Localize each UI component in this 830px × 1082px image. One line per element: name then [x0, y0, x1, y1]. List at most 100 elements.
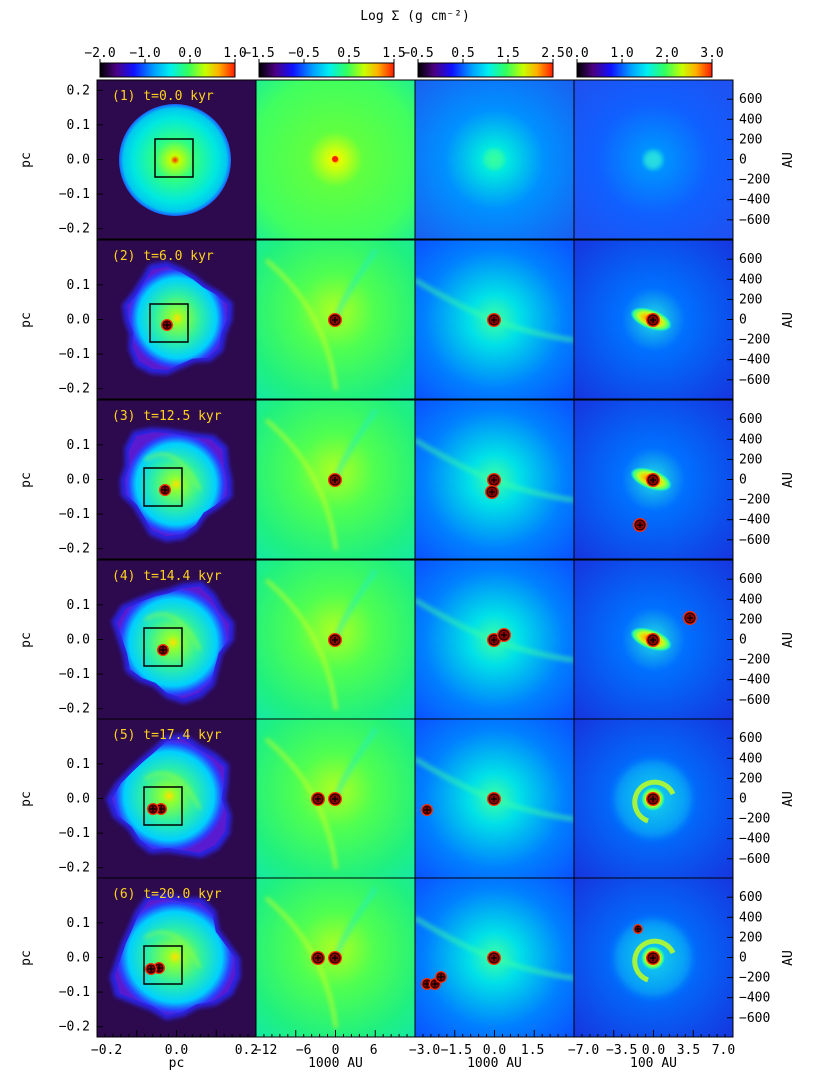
bottom-tick-label: 7.0: [712, 1043, 735, 1058]
au-axis-label: AU: [781, 312, 796, 328]
sink-marker: [315, 796, 321, 802]
pc-tick-label: 0.1: [67, 757, 90, 772]
panel-zoom1-row-3: [256, 400, 415, 559]
bottom-tick-label: 0.0: [483, 1043, 506, 1058]
pc-tick-label: −0.1: [59, 826, 90, 841]
au-tick-label: 400: [739, 910, 762, 925]
au-axis-label: AU: [781, 472, 796, 488]
pc-tick-label: −0.2: [59, 861, 90, 876]
bottom-axis-label: 1000 AU: [308, 1056, 363, 1071]
panel-zoom1-row-4: [256, 560, 415, 719]
sink-marker: [332, 637, 338, 643]
bottom-tick-label: 0.0: [642, 1043, 665, 1058]
pc-tick-label: −0.2: [59, 702, 90, 717]
au-tick-label: −200: [739, 971, 770, 986]
pc-tick-label: 0.1: [67, 916, 90, 931]
zoom-box: [143, 786, 183, 826]
bottom-tick-label: −6: [296, 1043, 312, 1058]
pc-tick-label: −0.1: [59, 347, 90, 362]
colorbar-tick-label: 1.0: [610, 46, 633, 61]
colorbar-tick-label: 1.5: [496, 46, 519, 61]
pc-tick-label: 0.1: [67, 438, 90, 453]
panel-zoom3-row-6: [574, 878, 733, 1037]
au-tick-label: 600: [739, 92, 762, 107]
sink-marker: [160, 647, 166, 653]
sink-marker: [491, 637, 497, 643]
cloud-body: [111, 739, 227, 853]
au-tick-label: −200: [739, 173, 770, 188]
sink-marker: [438, 974, 444, 980]
bottom-tick-label: 0.2: [235, 1043, 258, 1058]
pc-tick-label: 0.0: [67, 951, 90, 966]
pc-tick-label: 0.0: [67, 633, 90, 648]
sink-marker: [332, 796, 338, 802]
au-tick-label: −600: [739, 852, 770, 867]
bottom-tick-label: −1.5: [441, 1043, 472, 1058]
au-axis-label: AU: [781, 152, 796, 168]
au-tick-label: 400: [739, 592, 762, 607]
colorbar-tick-label: 0.5: [451, 46, 474, 61]
filament: [264, 578, 338, 711]
zoom-box: [143, 467, 183, 507]
sink-marker: [315, 955, 321, 961]
cloud-body: [115, 898, 236, 1015]
sink-marker: [501, 632, 507, 638]
panel-zoom2-row-3: [415, 400, 574, 559]
spiral-arm: [632, 938, 676, 983]
panel-zoom3-row-5: [574, 719, 733, 878]
bottom-tick-label: −0.2: [91, 1043, 122, 1058]
sink-marker: [491, 317, 497, 323]
pc-tick-label: 0.0: [67, 473, 90, 488]
panel-cloud-row-4: (4) t=14.4 kyr: [97, 560, 256, 719]
pc-tick-label: −0.1: [59, 507, 90, 522]
au-tick-label: 400: [739, 751, 762, 766]
au-tick-label: 400: [739, 272, 762, 287]
sink-marker: [164, 322, 170, 328]
pc-tick-label: −0.1: [59, 985, 90, 1000]
colorbar-tick-label: −2.0: [84, 46, 115, 61]
au-tick-label: 200: [739, 612, 762, 627]
panel-cloud-row-3: (3) t=12.5 kyr: [97, 400, 256, 559]
panel-zoom1-row-5: [256, 719, 415, 878]
au-tick-label: 200: [739, 452, 762, 467]
zoom-box: [149, 303, 189, 343]
sink-marker: [491, 477, 497, 483]
sink-marker: [424, 807, 430, 813]
au-tick-label: 200: [739, 292, 762, 307]
au-axis-label: AU: [781, 791, 796, 807]
central-peak: [332, 156, 338, 162]
pc-axis-label: pc: [19, 152, 34, 168]
zoom-box: [143, 627, 183, 667]
sink-marker: [687, 615, 693, 621]
pc-tick-label: 0.0: [67, 792, 90, 807]
au-tick-label: 0: [739, 153, 747, 168]
au-tick-label: −600: [739, 1011, 770, 1026]
colorbar-title: Log Σ (g cm⁻²): [360, 9, 470, 24]
colorbar-tick-label: 2.0: [655, 46, 678, 61]
time-label: (2) t=6.0 kyr: [112, 249, 214, 264]
colorbar-tick-label: −1.0: [129, 46, 160, 61]
pc-tick-label: −0.2: [59, 382, 90, 397]
au-axis-label: AU: [781, 632, 796, 648]
au-tick-label: 600: [739, 731, 762, 746]
pc-tick-label: −0.2: [59, 1020, 90, 1035]
panel-zoom2-row-1: [415, 80, 574, 239]
sink-marker: [635, 926, 641, 932]
filament: [264, 258, 338, 391]
panel-cloud-row-5: (5) t=17.4 kyr: [97, 719, 256, 878]
au-axis-label: AU: [781, 950, 796, 966]
spiral-arm: [632, 779, 676, 824]
panel-cloud-row-6: (6) t=20.0 kyr: [97, 878, 256, 1037]
au-tick-label: −600: [739, 693, 770, 708]
bottom-tick-label: 0.0: [165, 1043, 188, 1058]
sink-marker: [650, 317, 656, 323]
pc-axis-label: pc: [19, 312, 34, 328]
panel-zoom3-row-4: [574, 560, 733, 719]
pc-tick-label: −0.1: [59, 667, 90, 682]
bottom-axis-label: 100 AU: [630, 1056, 677, 1071]
pc-tick-label: −0.2: [59, 222, 90, 237]
au-tick-label: −200: [739, 812, 770, 827]
au-tick-label: −400: [739, 991, 770, 1006]
pc-tick-label: −0.1: [59, 187, 90, 202]
